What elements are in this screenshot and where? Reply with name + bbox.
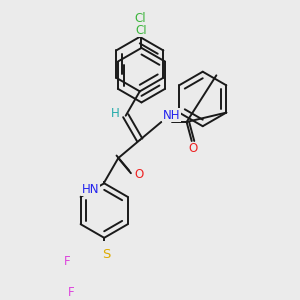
Text: HN: HN [82, 183, 99, 196]
Text: O: O [189, 142, 198, 155]
Text: Cl: Cl [136, 23, 147, 37]
Text: H: H [111, 107, 120, 121]
Text: F: F [63, 255, 70, 268]
Text: S: S [102, 248, 110, 261]
Text: O: O [135, 168, 144, 182]
Text: F: F [68, 286, 74, 299]
Text: Cl: Cl [134, 12, 146, 25]
Text: NH: NH [163, 109, 181, 122]
